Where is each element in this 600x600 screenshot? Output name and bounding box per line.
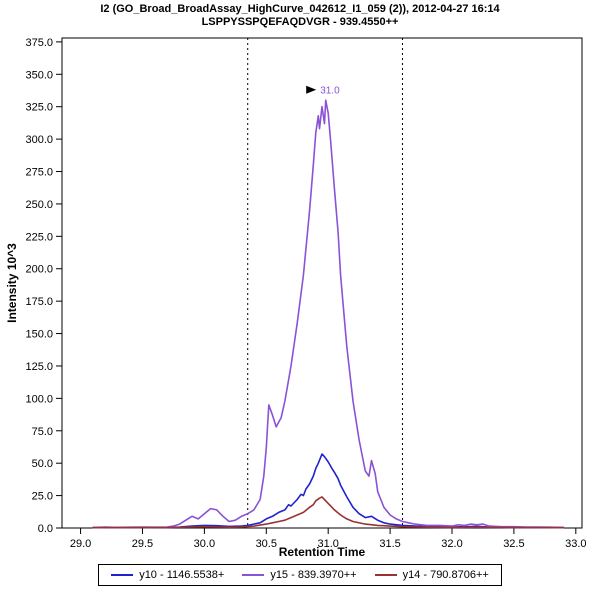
y-tick-label: 25.0	[32, 491, 53, 503]
legend-swatch-y14	[374, 574, 397, 576]
legend-swatch-y10	[111, 574, 134, 576]
x-tick-label: 31.0	[317, 538, 338, 550]
y-tick-label: 250.0	[25, 199, 53, 211]
chart-subtitle: LSPPYSSPQEFAQDVGR - 939.4550++	[201, 16, 399, 28]
peak-annotation-label: 31.0	[320, 86, 340, 97]
legend-label-y15: y15 - 839.3970++	[270, 569, 357, 581]
series-line-y15	[92, 99, 565, 529]
y-tick-label: 0.0	[38, 523, 53, 535]
legend-item-y14: y14 - 790.8706++	[374, 569, 489, 581]
y-tick-label: 350.0	[25, 69, 53, 81]
x-tick-label: 32.0	[441, 538, 462, 550]
x-tick-label: 30.5	[256, 538, 277, 550]
x-tick-label: 29.0	[70, 538, 91, 550]
y-tick-label: 275.0	[25, 167, 53, 179]
legend-swatch-y15	[242, 574, 265, 576]
y-tick-label: 175.0	[25, 296, 53, 308]
y-tick-label: 375.0	[25, 37, 53, 49]
legend: y10 - 1146.5538+ y15 - 839.3970++ y14 - …	[0, 564, 600, 586]
y-tick-label: 75.0	[32, 426, 53, 438]
chart-title: I2 (GO_Broad_BroadAssay_HighCurve_042612…	[100, 3, 500, 15]
y-tick-label: 225.0	[25, 231, 53, 243]
legend-item-y10: y10 - 1146.5538+	[111, 569, 224, 581]
legend-item-y15: y15 - 839.3970++	[242, 569, 357, 581]
series-line-y10	[92, 453, 565, 529]
legend-box: y10 - 1146.5538+ y15 - 839.3970++ y14 - …	[98, 564, 502, 586]
plot-border	[61, 37, 583, 529]
x-tick-label: 33.0	[565, 538, 586, 550]
chart-plot-area[interactable]: Intensity 10^3 Retention Time 0.0 25.0 50.…	[0, 0, 600, 560]
y-tick-label: 125.0	[25, 361, 53, 373]
y-axis-title: Intensity 10^3	[5, 243, 19, 323]
y-tick-label: 200.0	[25, 264, 53, 276]
y-tick-label: 100.0	[25, 393, 53, 405]
y-tick-label: 50.0	[32, 458, 53, 470]
x-tick-label: 32.5	[503, 538, 524, 550]
series-line-y14	[92, 496, 565, 529]
x-tick-label: 30.0	[194, 538, 215, 550]
x-tick-label: 29.5	[132, 538, 153, 550]
y-tick-label: 300.0	[25, 134, 53, 146]
x-tick-label: 31.5	[379, 538, 400, 550]
y-tick-label: 325.0	[25, 102, 53, 114]
peak-pointer-icon	[306, 85, 317, 94]
legend-label-y10: y10 - 1146.5538+	[139, 569, 225, 581]
y-tick-label: 150.0	[25, 329, 53, 341]
legend-label-y14: y14 - 790.8706++	[402, 569, 489, 581]
x-axis-title: Retention Time	[279, 545, 366, 559]
